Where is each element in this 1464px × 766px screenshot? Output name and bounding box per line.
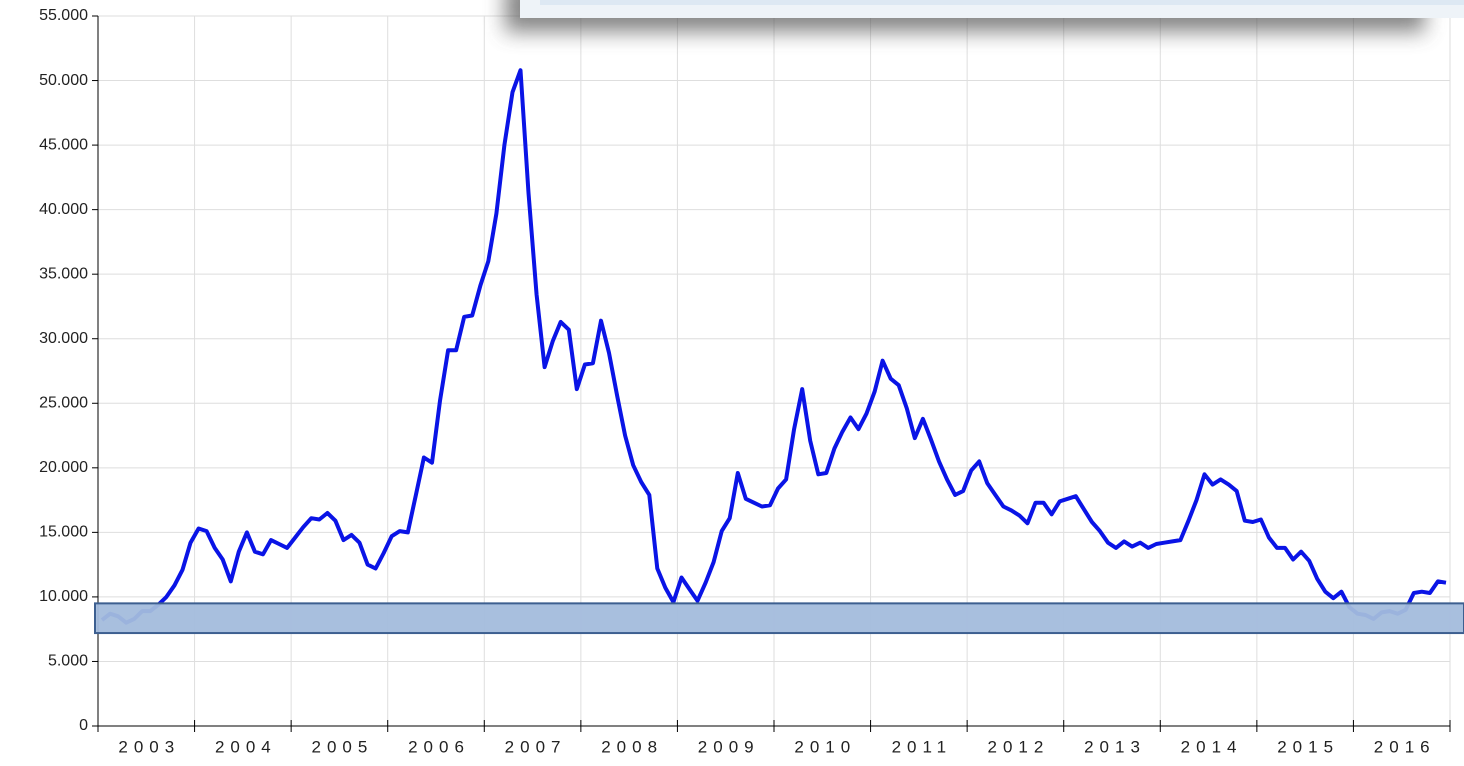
x-tick-label: 2011: [892, 737, 953, 756]
y-tick-label: 5.000: [48, 653, 88, 670]
plot: [94, 68, 1464, 635]
popup-inner: [540, 0, 1464, 5]
y-tick-label: 45.000: [39, 136, 88, 153]
x-tick-label: 2004: [215, 737, 277, 756]
y-tick-label: 30.000: [39, 330, 88, 347]
x-tick-label: 2006: [408, 737, 470, 756]
x-tick-label: 2003: [118, 737, 180, 756]
y-tick-label: 50.000: [39, 72, 88, 89]
x-tick-label: 2016: [1374, 737, 1436, 756]
grid: 0 5.000 10.000 15.000 20.000 25.000 30.000 35.0…: [39, 7, 1451, 756]
popup: [505, 0, 1464, 32]
x-tick-label: 2005: [312, 737, 374, 756]
x-tick-label: 2007: [505, 737, 567, 756]
y-tick-label: 35.000: [39, 265, 88, 282]
y-tick-label: 40.000: [39, 201, 88, 218]
y-tick-label: 15.000: [39, 524, 88, 541]
y-tick-label: 20.000: [39, 459, 88, 476]
x-tick-label: 2015: [1277, 737, 1339, 756]
highlight-band: [94, 602, 1464, 635]
x-tick-label: 2013: [1084, 737, 1146, 756]
x-tick-label: 2009: [698, 737, 760, 756]
y-tick-label: 0: [79, 717, 88, 734]
x-tick-label: 2014: [1181, 737, 1243, 756]
line: [100, 68, 1447, 625]
y-tick-label: 25.000: [39, 394, 88, 411]
x-tick-label: 2008: [601, 737, 663, 756]
x-tick-label: 2010: [794, 737, 856, 756]
y-tick-label: 55.000: [39, 7, 88, 24]
y-tick-label: 10.000: [39, 588, 88, 605]
x-tick-label: 2012: [988, 737, 1050, 756]
